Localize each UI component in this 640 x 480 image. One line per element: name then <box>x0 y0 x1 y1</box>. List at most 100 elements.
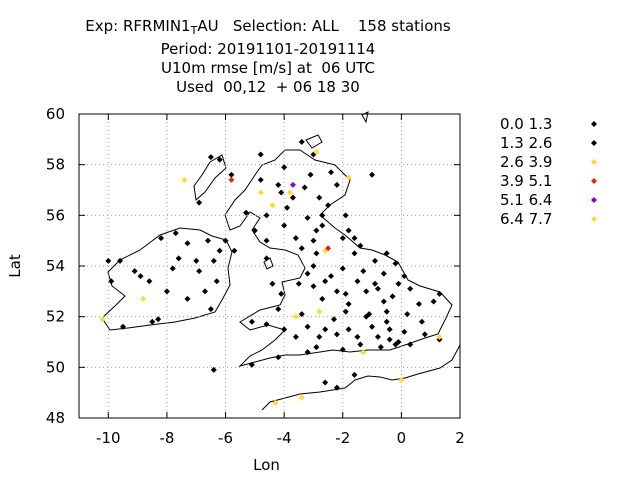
station-marker <box>263 255 270 262</box>
y-tick-label: 56 <box>46 206 65 224</box>
tau-subscript: T <box>190 24 198 37</box>
station-marker <box>275 306 282 313</box>
legend-label: 0.0 1.3 <box>500 115 552 133</box>
station-marker <box>269 280 276 287</box>
station-marker <box>202 288 209 295</box>
station-marker <box>436 333 443 340</box>
station-marker <box>263 321 270 328</box>
station-marker <box>301 184 308 191</box>
station-marker <box>140 295 147 302</box>
station-marker <box>149 318 156 325</box>
station-marker <box>298 394 305 401</box>
station-marker <box>207 154 214 161</box>
station-marker <box>307 171 314 178</box>
station-marker <box>275 181 282 188</box>
station-marker <box>108 278 115 285</box>
station-marker <box>263 237 270 244</box>
legend-marker <box>591 121 597 127</box>
station-marker <box>284 204 291 211</box>
x-tick-label: -8 <box>159 429 174 447</box>
x-tick-label: -10 <box>96 429 121 447</box>
coastline-ireland <box>101 227 233 331</box>
station-marker <box>386 336 393 343</box>
station-marker <box>421 331 428 338</box>
plot-frame <box>78 113 461 419</box>
station-marker <box>119 323 126 330</box>
station-marker <box>342 308 349 315</box>
station-marker <box>310 237 317 244</box>
legend-marker <box>591 178 597 184</box>
station-marker <box>398 377 405 383</box>
station-marker <box>333 181 340 188</box>
station-marker <box>137 273 144 280</box>
station-marker <box>339 265 346 272</box>
station-marker <box>357 341 364 348</box>
station-marker <box>386 326 393 333</box>
station-marker <box>257 151 264 158</box>
x-tick-label: 2 <box>455 429 465 447</box>
station-marker <box>354 278 361 285</box>
station-marker <box>339 346 346 353</box>
station-marker <box>383 318 390 325</box>
station-marker <box>196 268 203 275</box>
station-marker <box>345 301 352 307</box>
station-marker <box>263 212 270 219</box>
station-marker <box>251 227 258 234</box>
station-marker <box>319 295 326 302</box>
station-marker <box>281 222 288 229</box>
station-marker <box>169 265 176 272</box>
title-line-period: Period: 20191101-20191114 <box>160 40 376 58</box>
y-axis-label: Lat <box>6 254 24 278</box>
x-axis-label: Lon <box>253 456 280 474</box>
station-marker <box>292 235 299 242</box>
station-marker <box>289 194 296 201</box>
station-marker <box>380 270 387 277</box>
station-marker <box>351 250 358 257</box>
station-marker <box>374 333 381 340</box>
station-marker <box>155 316 162 323</box>
legend-label: 2.6 3.9 <box>500 153 552 171</box>
station-marker <box>392 260 399 267</box>
station-marker <box>210 257 217 264</box>
station-marker <box>313 149 320 155</box>
station-marker <box>231 247 238 254</box>
station-marker <box>269 202 276 209</box>
station-marker <box>322 278 329 285</box>
station-marker <box>316 333 323 340</box>
station-marker <box>418 318 425 325</box>
station-marker <box>310 263 317 269</box>
station-marker <box>354 333 361 340</box>
station-marker <box>372 280 379 287</box>
station-marker <box>345 174 352 181</box>
station-marker <box>369 171 376 178</box>
x-tick-label: -2 <box>335 429 350 447</box>
station-marker <box>131 268 138 275</box>
station-marker <box>248 318 255 325</box>
coastline-map <box>101 111 461 411</box>
station-marker <box>313 344 320 351</box>
station-marker <box>304 214 311 221</box>
title-line-variable: U10m rmse [m/s] at 06 UTC <box>161 59 375 77</box>
station-marker <box>366 311 373 318</box>
y-tick-label: 58 <box>46 156 65 174</box>
station-marker <box>175 255 182 262</box>
title-line-used: Used 00,12 + 06 18 30 <box>176 78 360 96</box>
station-marker <box>281 326 288 333</box>
station-marker <box>184 295 191 302</box>
station-marker <box>357 242 364 249</box>
station-marker <box>325 202 332 209</box>
station-marker <box>430 298 437 305</box>
station-marker <box>369 323 376 330</box>
station-marker <box>213 278 220 285</box>
x-tick-label: -6 <box>218 429 233 447</box>
station-marker <box>383 250 390 257</box>
station-marker <box>228 176 235 183</box>
station-marker <box>319 222 326 229</box>
station-marker <box>298 311 305 318</box>
station-marker <box>401 273 408 280</box>
station-marker <box>292 313 299 320</box>
plot-layer: -10 -8 -6 -4 -2 0 2 48 50 52 54 56 58 60 Lon Lat <box>6 105 465 474</box>
station-marker <box>310 283 317 290</box>
station-marker <box>351 371 358 378</box>
station-marker <box>292 333 299 340</box>
